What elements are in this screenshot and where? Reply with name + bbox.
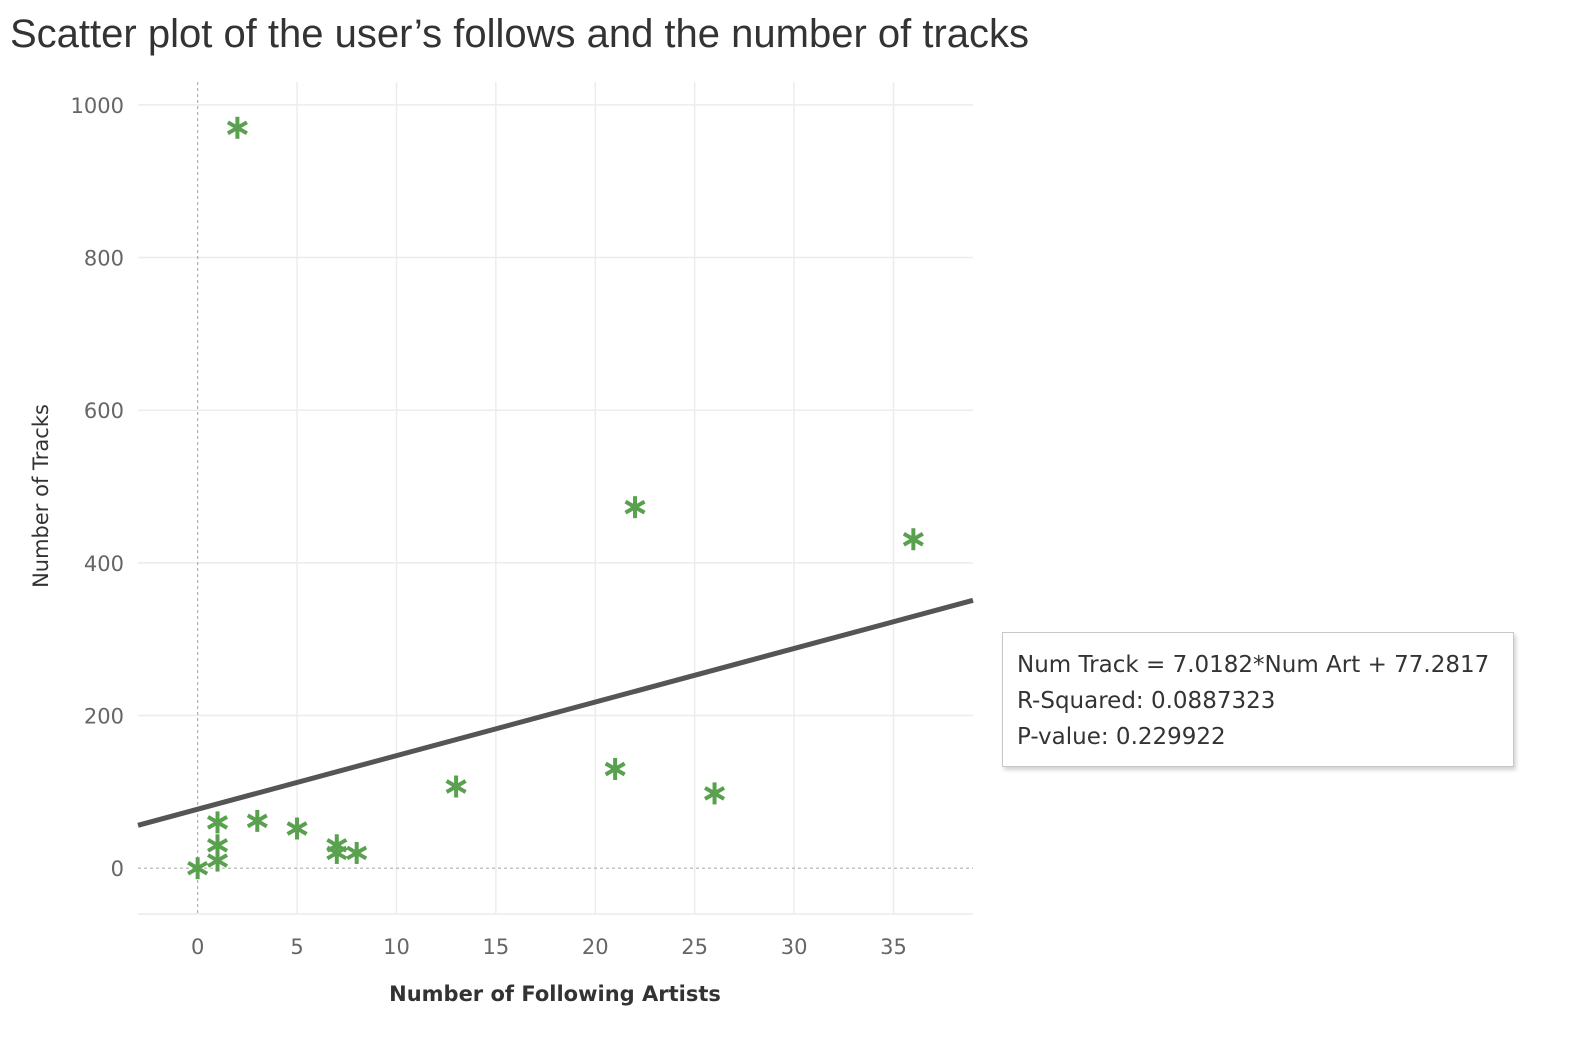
x-axis-ticks: 0 5 10 15 20 25 30 35 — [191, 935, 907, 959]
y-tick-label: 800 — [84, 247, 124, 271]
data-point — [902, 528, 924, 551]
data-point — [226, 116, 248, 139]
x-tick-label: 10 — [383, 935, 410, 959]
y-tick-label: 400 — [84, 552, 124, 576]
r-squared: R-Squared: 0.0887323 — [1017, 688, 1276, 714]
trend-line-annotation: Num Track = 7.0182*Num Art + 77.2817 R-S… — [1002, 632, 1514, 767]
data-point — [206, 834, 229, 857]
trend-line — [137, 597, 974, 828]
data-point-stroke — [187, 860, 209, 876]
data-point — [246, 809, 268, 832]
x-tick-label: 30 — [781, 935, 808, 959]
x-tick-label: 15 — [482, 935, 509, 959]
x-tick-label: 35 — [880, 935, 907, 959]
x-tick-label: 0 — [191, 935, 204, 959]
data-point — [326, 841, 348, 864]
data-point — [704, 782, 726, 805]
data-point-stroke — [704, 786, 726, 801]
y-tick-label: 200 — [84, 705, 124, 729]
x-tick-label: 25 — [681, 935, 708, 959]
data-point-stroke — [445, 779, 467, 794]
data-point — [445, 775, 467, 798]
data-point-stroke — [326, 845, 348, 861]
data-point — [286, 817, 308, 840]
x-axis-title: Number of Following Artists — [389, 982, 721, 1006]
data-point-stroke — [624, 499, 646, 515]
p-value: P-value: 0.229922 — [1017, 724, 1226, 750]
grid-lines — [138, 82, 973, 915]
y-axis-title: Number of Tracks — [29, 404, 53, 588]
data-point-stroke — [246, 813, 268, 829]
data-point — [187, 857, 209, 880]
data-point — [206, 811, 229, 834]
zero-reference-lines — [138, 82, 973, 914]
data-point-stroke — [286, 821, 308, 836]
trend-equation: Num Track = 7.0182*Num Art + 77.2817 — [1017, 652, 1490, 678]
y-tick-label: 600 — [84, 399, 124, 423]
data-point — [604, 757, 626, 780]
data-point-stroke — [206, 838, 229, 853]
x-tick-label: 5 — [290, 935, 303, 959]
chart-title: Scatter plot of the user’s follows and t… — [10, 12, 1030, 56]
data-point — [346, 841, 368, 864]
data-points — [187, 116, 924, 880]
data-point-stroke — [206, 815, 229, 830]
data-point-stroke — [346, 845, 368, 861]
y-tick-label: 0 — [111, 857, 124, 881]
data-point — [624, 496, 646, 519]
trend-line-group — [137, 597, 974, 828]
data-point-stroke — [226, 120, 248, 136]
y-tick-label: 1000 — [71, 94, 124, 118]
data-point-stroke — [604, 761, 626, 777]
data-point-stroke — [206, 853, 229, 868]
data-point-stroke — [902, 531, 924, 547]
y-axis-ticks: 0 200 400 600 800 1000 — [71, 94, 124, 881]
x-tick-label: 20 — [582, 935, 609, 959]
